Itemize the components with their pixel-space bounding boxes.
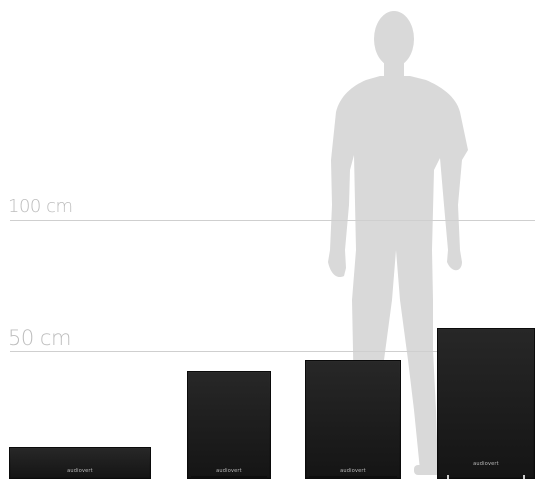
speaker-logo: audiovert (67, 468, 93, 474)
speaker-base (309, 476, 397, 479)
speaker-grille (11, 449, 149, 477)
speaker-base (191, 476, 267, 479)
speaker-logo: audiovert (340, 468, 366, 474)
speaker-grille (189, 373, 269, 477)
subwoofer-large: audiovert (305, 360, 401, 479)
speaker-logo: audiovert (216, 468, 242, 474)
speaker-feet (447, 475, 525, 479)
subwoofer-medium: audiovert (187, 371, 271, 479)
speaker-grille (307, 362, 399, 477)
subwoofer-small: audiovert (9, 447, 151, 479)
speaker-grille (439, 330, 533, 477)
speaker-logo: audiovert (473, 461, 499, 467)
ruler-line-100cm (10, 220, 535, 221)
ruler-line-50cm (10, 351, 535, 352)
ruler-label-50cm: 50 cm (8, 326, 71, 350)
subwoofer-xlarge: audiovert (437, 328, 535, 479)
ruler-label-100cm: 100 cm (8, 196, 73, 217)
